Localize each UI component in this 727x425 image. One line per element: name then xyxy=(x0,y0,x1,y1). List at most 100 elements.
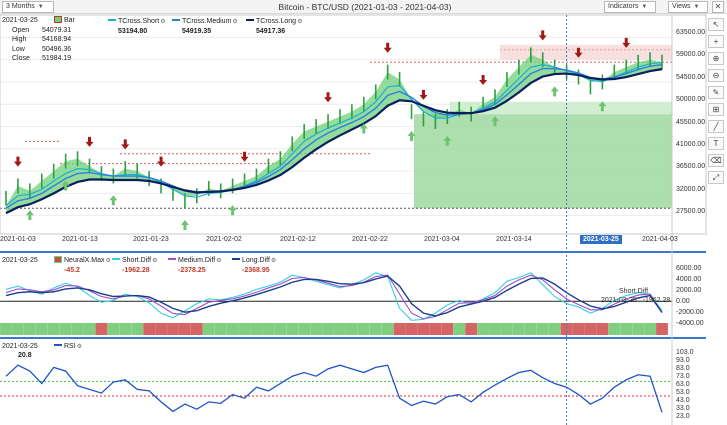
close-value: 51984.19 xyxy=(42,55,72,62)
sell-arrow-icon xyxy=(157,156,166,167)
legend-tcross-long[interactable]: TCross.Long⚙ 54917.36 xyxy=(246,17,302,36)
rsi-tick-label: 43.0 xyxy=(676,397,690,404)
gear-icon[interactable]: ⚙ xyxy=(76,344,83,350)
line-swatch-icon xyxy=(54,344,62,346)
buy-arrow-icon xyxy=(25,210,34,221)
legend-long-diff[interactable]: Long.Diff⚙ -2368.95 xyxy=(232,256,276,275)
x-tick-label: 2021-02-22 xyxy=(352,236,388,243)
neuralx-bar xyxy=(238,323,251,335)
sell-arrow-icon xyxy=(419,89,428,100)
line-swatch-icon xyxy=(108,19,116,21)
trendline-icon[interactable]: ╱ xyxy=(708,120,724,133)
gear-icon[interactable]: ⚙ xyxy=(105,258,111,264)
price-tick-label: 59000.00 xyxy=(676,51,706,58)
neuralx-bar xyxy=(179,323,191,335)
rsi-tick-label: 73.0 xyxy=(676,373,690,380)
neuralx-bar xyxy=(107,323,120,335)
neuralx-bar xyxy=(23,323,36,335)
sell-arrow-icon xyxy=(85,136,94,147)
gear-icon[interactable]: ⚙ xyxy=(232,19,238,25)
zoom-out-icon[interactable]: ⊖ xyxy=(708,69,724,82)
ruler-icon[interactable]: ⊞ xyxy=(708,103,724,116)
neuralx-bar xyxy=(345,323,358,335)
short-diff-label: Short.Diff xyxy=(122,257,152,264)
neuralx-bar xyxy=(441,323,454,335)
line-swatch-icon xyxy=(232,258,240,260)
neuralx-bar xyxy=(536,323,549,335)
sell-arrow-icon xyxy=(383,42,392,53)
open-label: Open xyxy=(12,26,30,34)
gear-icon[interactable]: ⚙ xyxy=(216,258,222,264)
medium-diff-value: -2378.25 xyxy=(178,267,206,274)
close-icon[interactable]: ✕ xyxy=(712,1,724,13)
high-label: High xyxy=(12,36,27,43)
resistance-zone xyxy=(500,44,672,60)
neuralx-bar xyxy=(501,323,513,335)
neuralx-bar xyxy=(357,323,370,335)
buy-arrow-icon xyxy=(228,205,237,216)
price-tick-label: 41000.00 xyxy=(676,141,706,148)
osc-tick-label: -2000.00 xyxy=(676,309,704,316)
toolbar: 3 Months ▼ Bitcoin - BTC/USD (2021-01-03 … xyxy=(0,0,727,14)
open-value: 54079.31 xyxy=(42,26,72,34)
osc-tick-label: 0.00 xyxy=(676,298,690,305)
neuralx-bar xyxy=(167,323,179,335)
buy-arrow-icon xyxy=(109,195,118,206)
legend-medium-diff[interactable]: Medium.Diff⚙ -2378.25 xyxy=(168,256,222,275)
zoom-in-icon[interactable]: ⊕ xyxy=(708,52,724,65)
eraser-icon[interactable]: ⌫ xyxy=(708,154,724,167)
text-icon[interactable]: T xyxy=(708,137,724,150)
rsi-tick-label: 23.0 xyxy=(676,413,690,420)
legend-tcross-short[interactable]: TCross.Short⚙ 53194.80 xyxy=(108,17,166,36)
neuralx-bar xyxy=(644,323,656,335)
legend-rsi[interactable]: RSI⚙ xyxy=(54,342,82,352)
medium-diff-label: Medium.Diff xyxy=(178,257,216,264)
buy-arrow-icon xyxy=(359,123,368,134)
fit-icon[interactable]: ⤢ xyxy=(708,171,724,184)
chevron-down-icon: ▼ xyxy=(641,4,648,10)
legend-tcross-medium[interactable]: TCross.Medium⚙ 54919.35 xyxy=(172,17,238,36)
price-tick-label: 63500.00 xyxy=(676,29,706,36)
neuralx-bar xyxy=(632,323,645,335)
arrow-cursor-icon[interactable]: ↖ xyxy=(708,18,724,31)
neuralx-bar xyxy=(262,323,275,335)
buy-arrow-icon xyxy=(550,86,559,97)
x-crosshair-label: 2021-03-25 xyxy=(580,235,622,244)
neuralx-bar xyxy=(35,323,48,335)
high-value: 54168.94 xyxy=(42,36,72,43)
neuralx-bar xyxy=(250,323,263,335)
neuralx-bar xyxy=(572,323,585,335)
price-tick-label: 50000.00 xyxy=(676,96,706,103)
legend-short-diff[interactable]: Short.Diff⚙ -1962.28 xyxy=(112,256,157,275)
neuralx-bar xyxy=(286,323,299,335)
neuralx-bar xyxy=(322,323,334,335)
rsi-tick-label: 93.0 xyxy=(676,357,690,364)
neuralx-bar xyxy=(465,323,478,335)
neuralx-bar xyxy=(620,323,633,335)
views-button[interactable]: Views ▼ xyxy=(668,1,708,13)
sell-arrow-icon xyxy=(13,156,22,167)
neuralx-bar xyxy=(429,323,442,335)
gear-icon[interactable]: ⚙ xyxy=(270,258,277,264)
neuralx-bar xyxy=(119,323,132,335)
gear-icon[interactable]: ⚙ xyxy=(297,19,303,25)
indicators-button[interactable]: Indicators ▼ xyxy=(604,1,656,13)
gear-icon[interactable]: ⚙ xyxy=(160,19,166,25)
line-swatch-icon xyxy=(168,258,176,260)
neuralx-bar xyxy=(369,323,382,335)
ohlc-readout: 2021-03-25 Bar Open 54079.31 High 54168.94… xyxy=(2,16,75,64)
neuralx-bar xyxy=(417,323,430,335)
pencil-icon[interactable]: ✎ xyxy=(708,86,724,99)
crosshair-icon[interactable]: + xyxy=(708,35,724,48)
osc-date-value: 2021-03-25 xyxy=(2,257,38,264)
short-diff-tooltip: Short.Diff 2021-03-25 : -1962.28 xyxy=(601,287,670,305)
timeframe-select[interactable]: 3 Months ▼ xyxy=(2,1,54,13)
tcross-short-value: 53194.80 xyxy=(118,28,148,35)
chart-title: Bitcoin - BTC/USD (2021-01-03 - 2021-04-… xyxy=(278,2,452,12)
bar-swatch-icon xyxy=(53,16,62,23)
gear-icon[interactable]: ⚙ xyxy=(152,258,158,264)
neuralx-bar xyxy=(477,323,489,335)
legend-neuralx[interactable]: NeuralX.Max⚙ -45.2 xyxy=(54,256,111,275)
bar-swatch-icon xyxy=(54,256,62,263)
